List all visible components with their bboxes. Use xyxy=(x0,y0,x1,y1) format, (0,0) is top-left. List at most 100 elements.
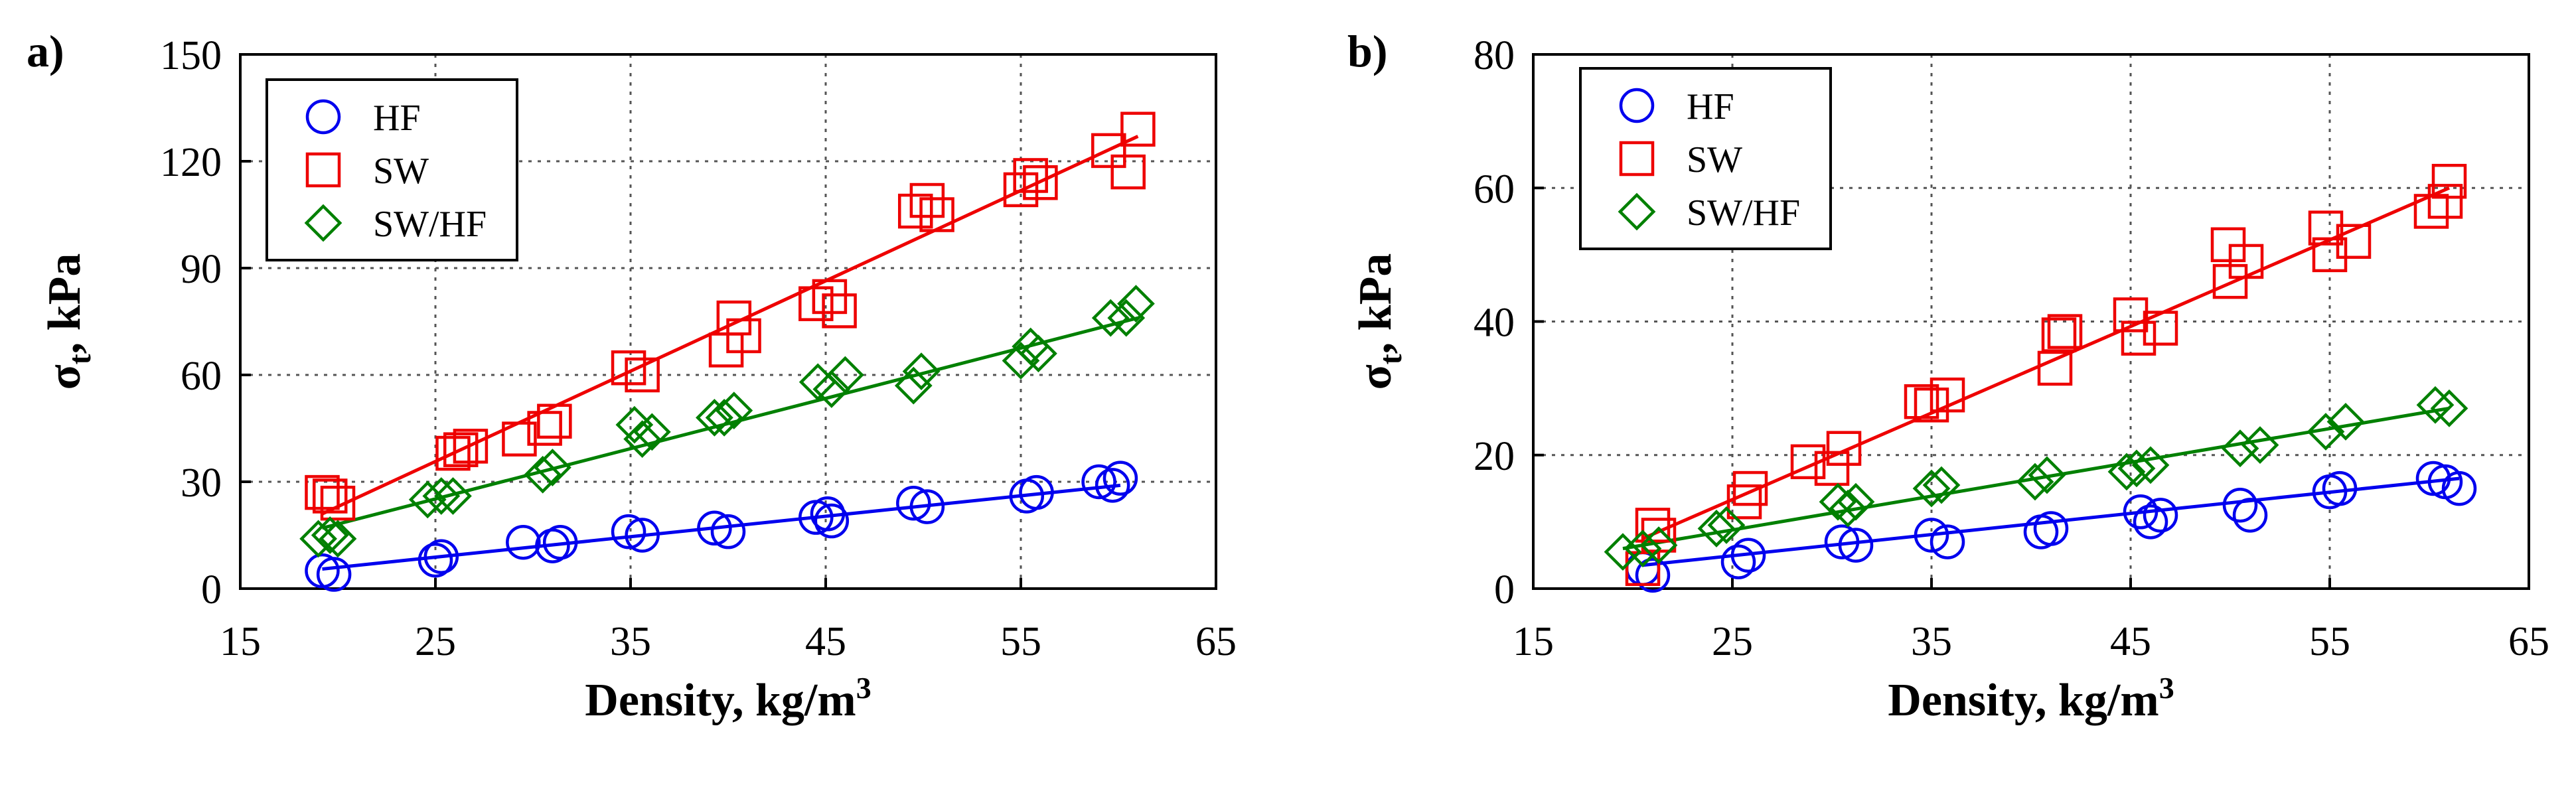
data-point-sw-hf xyxy=(894,366,933,405)
data-point-hf xyxy=(423,539,459,574)
data-point-sw-hf xyxy=(1091,299,1130,337)
data-point-sw-hf xyxy=(1922,466,1961,504)
data-point-hf xyxy=(1095,468,1130,503)
y-tick-label: 20 xyxy=(1474,434,1515,479)
data-point-hf xyxy=(814,503,850,539)
data-point-sw-hf xyxy=(1624,530,1662,568)
data-point-sw-hf xyxy=(1819,482,1857,521)
data-point-sw-hf xyxy=(311,516,349,554)
x-tick-label: 15 xyxy=(1513,619,1554,664)
legend-marker-sw-hf xyxy=(304,204,342,242)
x-tick-label: 35 xyxy=(610,619,651,664)
data-point-hf xyxy=(417,542,453,578)
data-point-sw xyxy=(2228,244,2264,279)
x-tick-label: 55 xyxy=(1000,619,1041,664)
plot-frame xyxy=(239,53,1217,590)
data-point-sw-hf xyxy=(1020,334,1057,373)
data-point-sw-hf xyxy=(826,356,864,394)
data-point-sw xyxy=(822,293,857,328)
data-point-hf xyxy=(1838,528,1874,563)
data-point-hf xyxy=(2133,504,2168,540)
data-point-sw xyxy=(537,403,572,439)
data-point-sw xyxy=(2312,237,2348,273)
data-point-hf xyxy=(810,496,846,532)
data-point-sw xyxy=(1790,444,1826,480)
data-point-sw xyxy=(716,300,752,336)
data-point-sw-hf xyxy=(434,477,472,515)
data-point-sw-hf xyxy=(705,399,743,437)
data-point-sw xyxy=(527,411,562,446)
data-point-hf xyxy=(1930,524,1965,559)
x-axis-label: Density, kg/m3 xyxy=(585,671,871,726)
data-point-sw xyxy=(1120,111,1156,147)
data-point-hf xyxy=(506,524,541,560)
fit-line-sw-hf xyxy=(1622,406,2450,551)
legend-marker-sw xyxy=(1619,141,1655,177)
data-point-sw xyxy=(2143,311,2178,346)
data-point-hf xyxy=(625,518,660,553)
data-point-sw-hf xyxy=(1912,469,1951,508)
legend-label-sw-hf: SW/HF xyxy=(373,204,487,245)
legend: HF SW SW/HF xyxy=(1579,67,1832,250)
data-point-sw xyxy=(2336,224,2372,259)
data-point-hf xyxy=(2222,487,2258,523)
y-tick-label: 40 xyxy=(1474,301,1515,346)
data-point-sw-hf xyxy=(1002,342,1040,380)
data-point-sw-hf xyxy=(2416,386,2455,424)
data-point-sw-hf xyxy=(534,449,571,486)
data-point-hf xyxy=(909,489,945,524)
data-point-sw-hf xyxy=(2241,426,2279,465)
data-point-sw-hf xyxy=(615,405,654,444)
data-point-sw-hf xyxy=(319,520,357,558)
data-point-sw-hf xyxy=(715,392,753,430)
data-point-sw xyxy=(1826,431,1862,466)
x-tick-label: 55 xyxy=(2309,619,2350,664)
data-point-sw-hf xyxy=(812,370,851,408)
data-point-sw-hf xyxy=(1707,506,1746,544)
data-point-sw-hf xyxy=(902,352,941,391)
data-point-sw xyxy=(1013,158,1048,193)
x-tick-label: 35 xyxy=(1911,619,1952,664)
data-point-sw xyxy=(453,429,489,464)
data-point-sw xyxy=(625,357,660,393)
data-point-sw-hf xyxy=(2430,389,2468,427)
panel-label: b) xyxy=(1347,26,1387,76)
legend: HF SW SW/HF xyxy=(265,78,518,261)
x-tick-label: 65 xyxy=(1195,619,1237,664)
data-point-sw-hf xyxy=(1604,533,1642,571)
data-point-sw xyxy=(1904,384,1939,419)
data-point-sw-hf xyxy=(696,399,733,437)
legend-label-hf: HF xyxy=(373,98,421,139)
panel-label: a) xyxy=(27,26,64,76)
data-point-sw-hf xyxy=(2326,403,2365,441)
y-tick-label: 120 xyxy=(160,140,222,185)
y-tick-label: 60 xyxy=(1474,167,1515,212)
y-axis-label: σt, kPa xyxy=(39,253,98,390)
data-point-sw-hf xyxy=(2016,463,2054,501)
x-axis-label: Density, kg/m3 xyxy=(1888,671,2174,726)
data-point-sw-hf xyxy=(1117,285,1155,323)
data-point-sw xyxy=(611,350,646,386)
x-tick-label: 25 xyxy=(415,619,456,664)
data-point-hf xyxy=(2322,470,2358,506)
data-point-sw-hf xyxy=(2307,413,2345,451)
data-point-sw-hf xyxy=(524,455,562,494)
data-point-hf xyxy=(1081,464,1116,500)
data-point-sw xyxy=(502,421,537,457)
data-point-sw-hf xyxy=(1829,489,1867,528)
data-point-sw-hf xyxy=(1107,299,1146,337)
y-tick-label: 0 xyxy=(201,567,222,613)
data-point-hf xyxy=(2123,494,2159,530)
legend-label-sw-hf: SW/HF xyxy=(1687,192,1800,234)
data-point-sw-hf xyxy=(2131,446,2170,484)
data-point-sw xyxy=(435,435,471,471)
data-point-sw xyxy=(798,286,834,321)
x-tick-label: 45 xyxy=(2110,619,2151,664)
data-point-sw-hf xyxy=(2117,449,2156,488)
data-point-sw-hf xyxy=(633,413,671,451)
y-tick-label: 90 xyxy=(181,247,222,292)
data-point-sw xyxy=(897,193,933,229)
data-point-sw xyxy=(1625,551,1661,587)
y-tick-label: 150 xyxy=(160,33,222,78)
